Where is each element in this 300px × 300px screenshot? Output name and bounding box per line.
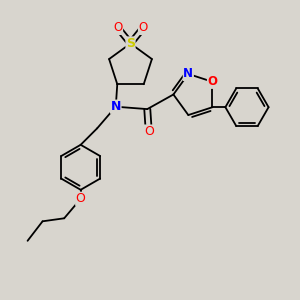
- Text: O: O: [139, 21, 148, 34]
- Text: O: O: [208, 75, 218, 88]
- Text: O: O: [144, 125, 154, 138]
- Text: N: N: [183, 68, 193, 80]
- Text: O: O: [113, 21, 122, 34]
- Text: O: O: [76, 192, 85, 205]
- Text: S: S: [126, 37, 135, 50]
- Text: N: N: [111, 100, 121, 113]
